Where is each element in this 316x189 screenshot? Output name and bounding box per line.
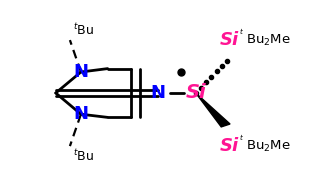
Text: N: N bbox=[73, 105, 88, 123]
Text: Bu$_2$Me: Bu$_2$Me bbox=[246, 33, 291, 48]
Text: $^t$: $^t$ bbox=[239, 29, 244, 40]
Text: Si: Si bbox=[185, 84, 206, 102]
Text: N: N bbox=[150, 84, 166, 102]
Text: $^t$Bu: $^t$Bu bbox=[73, 149, 95, 164]
Text: $^t$: $^t$ bbox=[239, 136, 244, 146]
Text: $^t$Bu: $^t$Bu bbox=[73, 22, 95, 38]
Polygon shape bbox=[196, 93, 230, 127]
Text: Bu$_2$Me: Bu$_2$Me bbox=[246, 139, 291, 154]
Text: N: N bbox=[73, 63, 88, 81]
Text: Si: Si bbox=[219, 31, 239, 49]
Text: Si: Si bbox=[219, 137, 239, 155]
